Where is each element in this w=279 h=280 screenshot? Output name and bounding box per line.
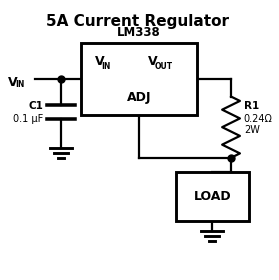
Text: 0.24Ω: 0.24Ω: [244, 114, 273, 124]
Text: 5A Current Regulator: 5A Current Regulator: [46, 14, 229, 29]
Text: OUT: OUT: [155, 62, 173, 71]
Text: V: V: [95, 55, 104, 68]
Text: 0.1 μF: 0.1 μF: [13, 114, 44, 124]
Bar: [81, 43, 198, 115]
Text: V: V: [148, 55, 158, 68]
Text: LM338: LM338: [117, 26, 161, 39]
Text: R1: R1: [244, 101, 259, 111]
Text: IN: IN: [102, 62, 111, 71]
Text: LOAD: LOAD: [193, 190, 231, 203]
Text: V: V: [8, 76, 18, 89]
Text: C1: C1: [28, 101, 44, 111]
Bar: [176, 172, 249, 221]
Text: ADJ: ADJ: [127, 91, 151, 104]
Text: 2W: 2W: [244, 125, 260, 135]
Text: IN: IN: [15, 80, 24, 89]
